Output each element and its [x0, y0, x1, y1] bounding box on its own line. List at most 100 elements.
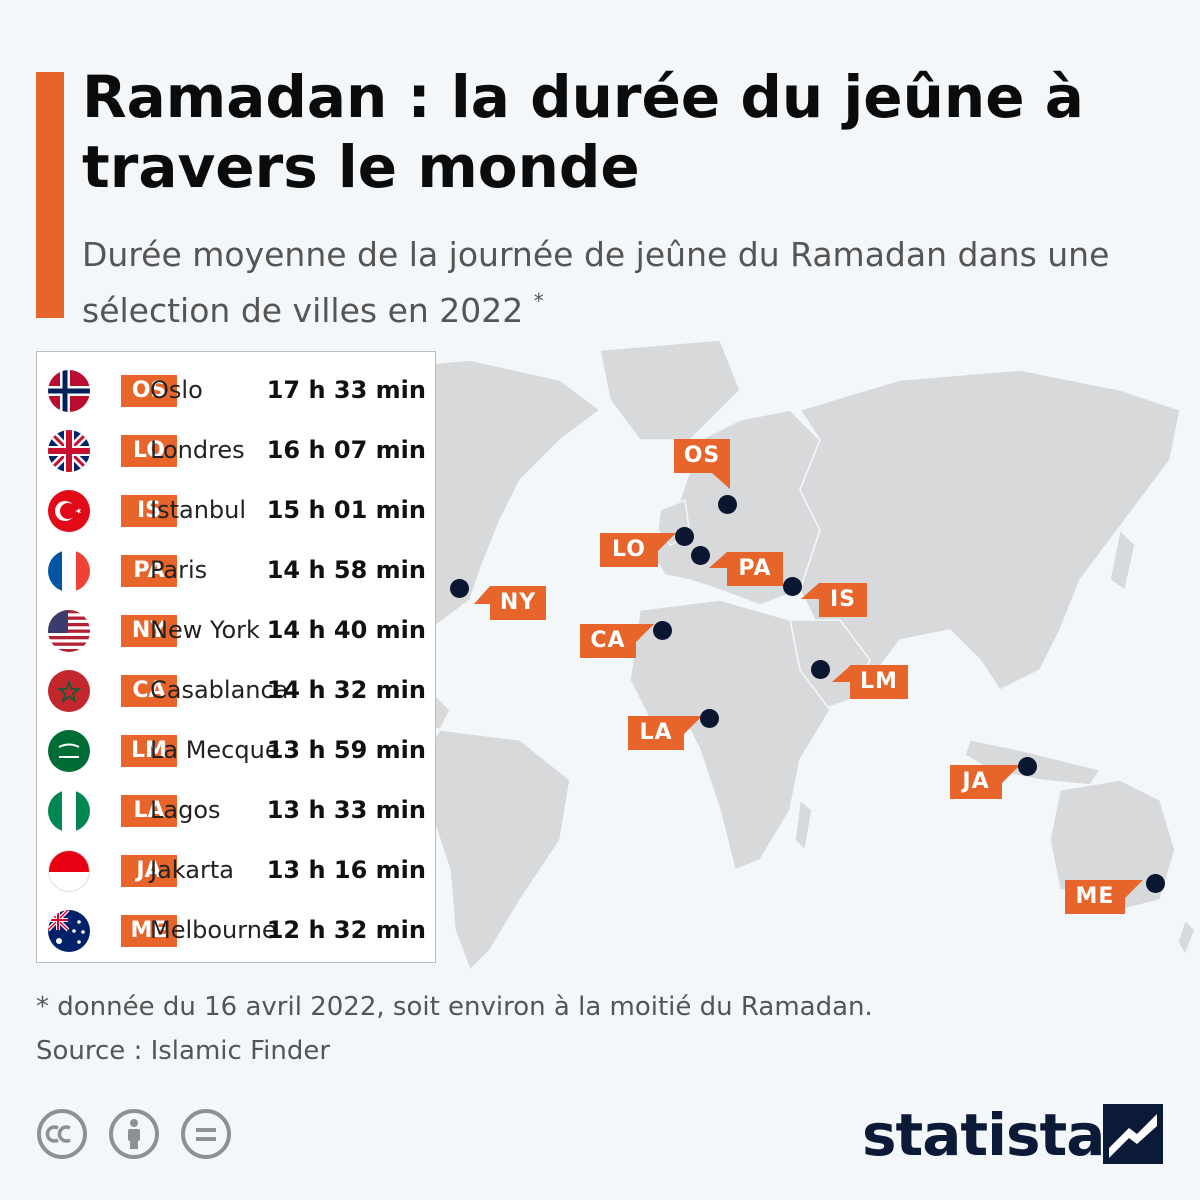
australia-flag-icon: [48, 910, 90, 952]
city-code: CA: [121, 675, 177, 707]
legend-row-istanbul: IS Istanbul 15 h 01 min: [37, 472, 435, 532]
city-code: OS: [121, 375, 177, 407]
fasting-duration: 14 h 32 min: [266, 676, 426, 704]
map-pin-ca: [653, 621, 672, 640]
fasting-duration: 14 h 40 min: [266, 616, 426, 644]
city-name: Paris: [150, 556, 208, 584]
fasting-duration: 13 h 16 min: [266, 856, 426, 884]
city-name: Melbourne: [150, 916, 277, 944]
map-pin-is: [783, 577, 802, 596]
attribution-icon[interactable]: [108, 1108, 160, 1160]
south-america-shape: [419, 729, 571, 972]
indonesia-flag-icon: [48, 850, 90, 892]
city-code: ME: [121, 915, 177, 947]
norway-flag-icon: [48, 370, 90, 412]
fasting-duration: 13 h 59 min: [266, 736, 426, 764]
map-label-pa-pointer: [709, 552, 727, 568]
legend-row-la-mecque: LM La Mecque 13 h 59 min: [37, 712, 435, 772]
map-pin-la: [700, 709, 719, 728]
fasting-duration: 14 h 58 min: [266, 556, 426, 584]
city-name: Londres: [150, 436, 245, 464]
legend-row-paris: PA Paris 14 h 58 min: [37, 532, 435, 592]
city-name: Jakarta: [150, 856, 234, 884]
legend-panel: OS Oslo 17 h 33 min LO Londres 16 h 07 m…: [36, 351, 436, 963]
map-label-lm: LM: [850, 665, 908, 699]
map-label-lo: LO: [600, 533, 658, 567]
map-label-la: LA: [628, 716, 684, 750]
turkey-flag-icon: [48, 490, 90, 532]
map-label-ja-pointer: [1002, 765, 1020, 783]
no-derivatives-icon[interactable]: [180, 1108, 232, 1160]
statista-logo-icon: [1103, 1104, 1163, 1164]
madagascar-shape: [794, 798, 813, 852]
fasting-duration: 17 h 33 min: [266, 376, 426, 404]
map-label-ca: CA: [580, 624, 636, 658]
map-label-ca-pointer: [636, 624, 654, 642]
uk-flag-icon: [48, 430, 90, 472]
australia-shape: [1049, 779, 1176, 911]
new-zealand-shape: [1177, 918, 1196, 957]
city-code: IS: [121, 495, 177, 527]
subtitle-text: Durée moyenne de la journée de jeûne du …: [82, 235, 1110, 330]
france-flag-icon: [48, 550, 90, 592]
city-code: LO: [121, 435, 177, 467]
legend-row-londres: LO Londres 16 h 07 min: [37, 412, 435, 472]
morocco-flag-icon: [48, 670, 90, 712]
map-label-is: IS: [819, 583, 867, 617]
fasting-duration: 16 h 07 min: [266, 436, 426, 464]
fasting-duration: 13 h 33 min: [266, 796, 426, 824]
legend-row-lagos: LA Lagos 13 h 33 min: [37, 772, 435, 832]
cc-icon[interactable]: [36, 1108, 88, 1160]
map-label-is-pointer: [801, 583, 819, 599]
japan-shape: [1109, 528, 1136, 592]
map-label-la-pointer: [684, 716, 702, 734]
city-code: LM: [121, 735, 177, 767]
city-name: Lagos: [150, 796, 221, 824]
greenland-shape: [599, 339, 741, 441]
map-label-pa: PA: [727, 552, 783, 586]
usa-flag-icon: [48, 610, 90, 652]
map-label-lm-pointer: [832, 666, 850, 682]
city-name: Casablanca: [150, 676, 289, 704]
map-label-lo-pointer: [658, 533, 676, 551]
legend-row-melbourne: ME Melbourne 12 h 32 min: [37, 892, 435, 952]
city-code: NY: [121, 615, 177, 647]
city-code: LA: [121, 795, 177, 827]
city-name: La Mecque: [150, 736, 280, 764]
nigeria-flag-icon: [48, 790, 90, 832]
legend-row-new-york: NY New York 14 h 40 min: [37, 592, 435, 652]
map-label-ny: NY: [490, 586, 546, 620]
map-pin-os: [718, 495, 737, 514]
city-name: New York: [150, 616, 260, 644]
map-label-ny-pointer: [474, 586, 490, 604]
city-code: JA: [121, 855, 177, 887]
city-name: Istanbul: [150, 496, 247, 524]
footnote: * donnée du 16 avril 2022, soit environ …: [36, 992, 873, 1022]
legend-row-casablanca: CA Casablanca 14 h 32 min: [37, 652, 435, 712]
statista-logo-text: statista: [862, 1101, 1105, 1169]
accent-bar: [36, 72, 64, 318]
map-pin-ny: [450, 579, 469, 598]
fasting-duration: 15 h 01 min: [266, 496, 426, 524]
map-label-os: OS: [674, 439, 730, 473]
city-code: PA: [121, 555, 177, 587]
legend-row-oslo: OS Oslo 17 h 33 min: [37, 352, 435, 412]
map-label-me-pointer: [1125, 880, 1143, 898]
map-pin-me: [1146, 874, 1165, 893]
map-pin-pa: [691, 546, 710, 565]
page-subtitle: Durée moyenne de la journée de jeûne du …: [82, 232, 1182, 334]
source-note: Source : Islamic Finder: [36, 1036, 331, 1066]
map-label-ja: JA: [950, 765, 1002, 799]
legend-row-jakarta: JA Jakarta 13 h 16 min: [37, 832, 435, 892]
city-name: Oslo: [150, 376, 203, 404]
asia-shape: [798, 369, 1181, 691]
subtitle-asterisk: *: [533, 289, 544, 313]
map-pin-lo: [675, 527, 694, 546]
map-label-me: ME: [1065, 880, 1125, 914]
map-pin-ja: [1018, 757, 1037, 776]
saudi-arabia-flag-icon: [48, 730, 90, 772]
fasting-duration: 12 h 32 min: [266, 916, 426, 944]
map-pin-lm: [811, 660, 830, 679]
page-title: Ramadan : la durée du jeûne à travers le…: [82, 63, 1084, 201]
map-label-os-pointer: [712, 473, 730, 489]
